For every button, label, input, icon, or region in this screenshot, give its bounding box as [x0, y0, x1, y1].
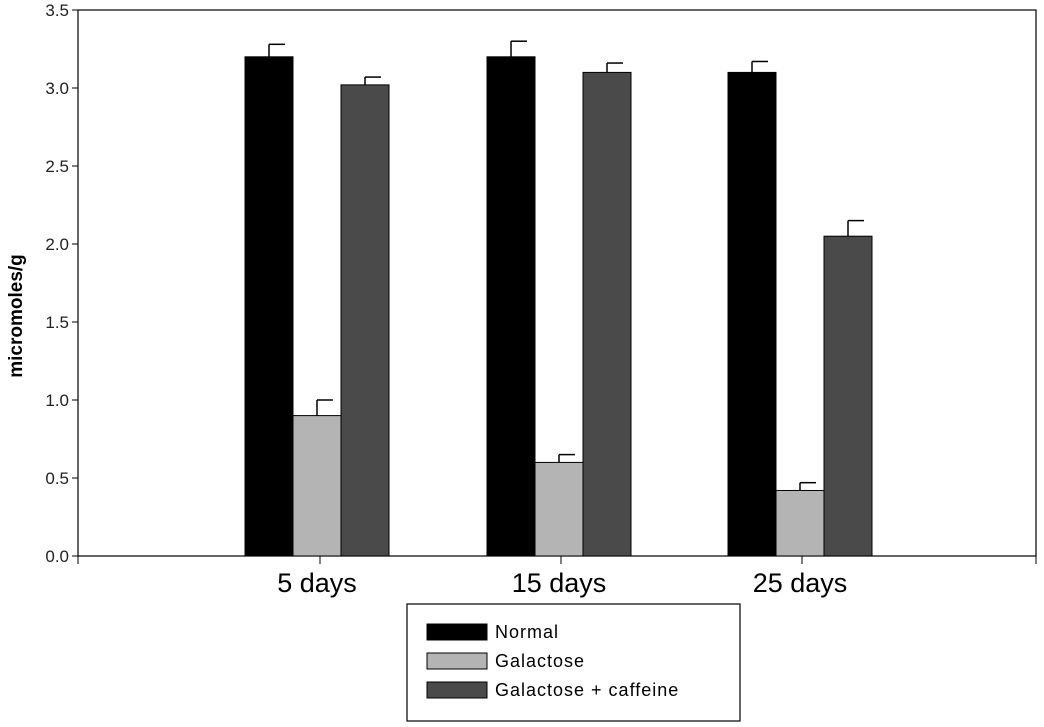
bar [582, 71, 632, 557]
bar [486, 56, 536, 557]
y-tick-label: 1.5 [45, 313, 69, 332]
y-tick-label: 0.0 [45, 547, 69, 566]
legend-label: Galactose [495, 651, 585, 671]
bar [727, 71, 777, 557]
y-tick-label: 2.0 [45, 235, 69, 254]
y-axis: 0.0 0.5 1.0 1.5 2.0 2.5 3.0 3.5 [45, 1, 78, 566]
legend-label: Galactose + caffeine [495, 680, 679, 700]
bar [823, 235, 873, 557]
legend: Normal Galactose Galactose + caffeine [406, 603, 741, 722]
bar [340, 84, 390, 557]
y-tick-label: 1.0 [45, 391, 69, 410]
x-category-label: 5 days [277, 568, 357, 598]
x-category-label: 25 days [753, 568, 848, 598]
legend-swatch [426, 652, 488, 670]
y-axis-label: micromoles/g [6, 254, 27, 378]
x-axis: 5 days 15 days 25 days [77, 556, 1037, 598]
y-tick-label: 3.0 [45, 79, 69, 98]
y-tick-label: 2.5 [45, 157, 69, 176]
legend-label: Normal [495, 622, 559, 642]
y-tick-label: 3.5 [45, 1, 69, 20]
x-category-label: 15 days [512, 568, 607, 598]
bar [775, 489, 825, 557]
bar [292, 415, 342, 557]
bars [244, 40, 873, 557]
bar [244, 56, 294, 557]
y-tick-label: 0.5 [45, 469, 69, 488]
bar [534, 461, 584, 557]
legend-swatch [426, 623, 488, 641]
legend-swatch [426, 681, 488, 699]
